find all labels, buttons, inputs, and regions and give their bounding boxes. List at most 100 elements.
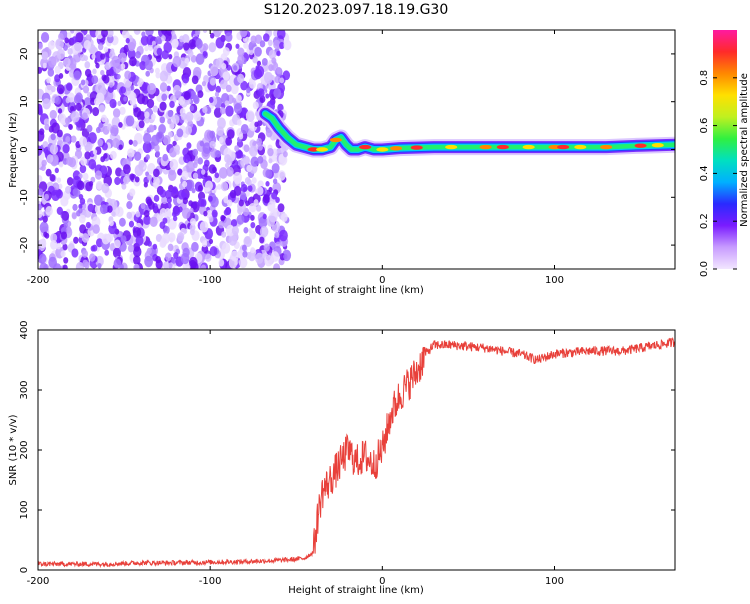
x-tick-label: -100	[199, 275, 222, 286]
noise-point	[144, 255, 153, 268]
noise-point	[224, 100, 230, 107]
noise-point	[167, 243, 174, 252]
noise-point	[257, 143, 263, 151]
noise-point	[203, 210, 208, 217]
noise-point	[201, 240, 208, 248]
noise-point	[153, 194, 160, 202]
noise-point	[278, 229, 288, 242]
snr-series-line	[38, 337, 675, 569]
noise-point	[128, 220, 135, 228]
noise-point	[79, 164, 87, 174]
ridge-hotspot	[522, 144, 535, 150]
ridge-hotspot	[557, 144, 570, 150]
noise-point	[165, 189, 173, 200]
noise-point	[202, 51, 208, 57]
noise-point	[112, 247, 121, 259]
noise-point	[273, 39, 281, 50]
noise-point	[101, 183, 110, 194]
noise-point	[63, 222, 68, 229]
noise-point	[143, 215, 151, 226]
noise-point	[166, 196, 172, 204]
noise-point	[124, 70, 132, 80]
noise-point	[63, 57, 71, 67]
noise-point	[239, 30, 248, 38]
noise-point	[246, 179, 252, 186]
noise-point	[226, 199, 233, 207]
noise-point	[73, 236, 79, 244]
noise-point	[237, 54, 245, 64]
noise-point	[135, 235, 144, 246]
noise-point	[218, 30, 223, 33]
noise-point	[241, 244, 247, 252]
ridge-hotspot	[496, 144, 509, 150]
noise-point	[129, 96, 137, 106]
noise-point	[256, 60, 262, 67]
noise-point	[163, 225, 170, 235]
x-tick-label: -100	[199, 576, 222, 587]
noise-point	[153, 168, 160, 178]
x-tick-label: -200	[27, 275, 50, 286]
noise-point	[147, 240, 152, 247]
noise-point	[70, 30, 75, 34]
noise-point	[95, 180, 103, 190]
noise-point	[262, 213, 267, 220]
noise-point	[95, 62, 100, 69]
noise-point	[220, 214, 226, 222]
noise-point	[191, 75, 199, 85]
noise-point	[62, 144, 70, 154]
noise-point	[219, 79, 228, 90]
colorbar-label: Normalized spectral amplitude	[739, 73, 750, 227]
noise-point	[282, 70, 291, 81]
noise-point	[38, 208, 43, 219]
noise-point	[245, 36, 250, 43]
noise-point	[155, 259, 163, 269]
noise-point	[249, 145, 258, 157]
noise-point	[82, 259, 89, 268]
noise-point	[245, 110, 255, 122]
noise-point	[101, 114, 108, 123]
noise-point	[233, 185, 242, 196]
noise-point	[176, 128, 184, 138]
noise-point	[249, 49, 254, 56]
noise-point	[95, 255, 104, 267]
noise-point	[73, 94, 82, 105]
noise-point	[82, 172, 89, 181]
noise-point	[209, 140, 216, 149]
noise-point	[220, 181, 229, 192]
ridge-hotspot	[479, 144, 492, 150]
noise-point	[56, 84, 65, 95]
noise-point	[148, 124, 155, 132]
noise-point	[243, 155, 250, 165]
noise-point	[109, 82, 114, 88]
noise-point	[38, 66, 43, 74]
noise-point	[39, 238, 47, 249]
noise-point	[202, 106, 208, 114]
noise-point	[238, 133, 244, 140]
noise-point	[66, 32, 72, 38]
x-tick-label: 100	[545, 576, 564, 587]
noise-point	[171, 257, 177, 264]
ridge-hotspot	[376, 147, 389, 152]
noise-point	[129, 188, 136, 197]
noise-point	[132, 140, 138, 147]
noise-point	[146, 98, 155, 109]
noise-point	[89, 253, 96, 262]
noise-point	[128, 41, 136, 52]
noise-point	[54, 167, 59, 174]
noise-point	[56, 177, 62, 183]
noise-point	[205, 253, 212, 262]
noise-point	[189, 218, 196, 226]
noise-point	[91, 53, 96, 60]
noise-point	[236, 119, 242, 126]
noise-point	[91, 216, 101, 228]
y-tick-label: 100	[19, 500, 30, 519]
noise-point	[167, 118, 172, 125]
noise-point	[38, 188, 44, 196]
noise-point	[283, 253, 288, 260]
noise-point	[182, 74, 190, 84]
noise-point	[263, 33, 270, 42]
noise-point	[81, 249, 88, 258]
noise-point	[112, 138, 120, 149]
noise-point	[199, 140, 205, 147]
noise-point	[77, 180, 85, 191]
